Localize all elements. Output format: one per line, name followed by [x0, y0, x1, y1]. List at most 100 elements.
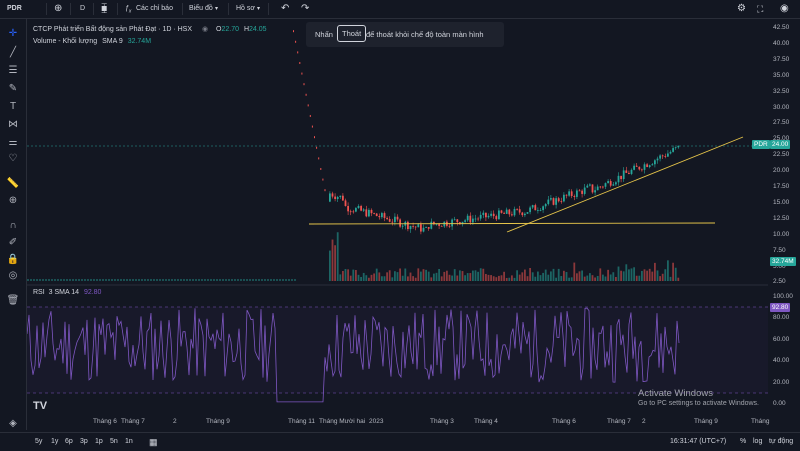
interval-button[interactable]: D — [80, 5, 86, 12]
volume-bar — [222, 279, 224, 281]
volume-bar — [126, 279, 128, 281]
range-1n[interactable]: 1n — [125, 438, 133, 445]
indicators-icon[interactable]: ƒx — [125, 5, 132, 15]
candles-icon[interactable]: ⧯ — [101, 3, 108, 14]
price-candle — [615, 182, 617, 185]
volume-bar — [75, 279, 77, 281]
time-tick-label: 2 — [642, 418, 646, 425]
volume-bar — [456, 275, 459, 281]
clock-time[interactable]: 16:31:47 (UTC+7) — [670, 438, 727, 445]
chart-menu-button[interactable]: Biểu đồ — [189, 5, 213, 12]
volume-bar — [36, 279, 38, 281]
eye-icon[interactable]: ◎ — [8, 270, 18, 281]
volume-bar — [555, 277, 557, 281]
volume-bar — [404, 268, 407, 281]
price-tick-label: 40.00 — [773, 39, 790, 47]
volume-bar — [409, 272, 412, 281]
volume-bar — [168, 279, 170, 281]
range-6p[interactable]: 6p — [65, 438, 73, 445]
chart-pane[interactable] — [26, 19, 768, 430]
chevron-down-icon[interactable]: ▾ — [257, 6, 261, 12]
camera-icon[interactable]: ◉ — [780, 3, 789, 14]
gear-icon[interactable]: ⚙ — [737, 3, 746, 14]
lock-icon[interactable]: 🔒 — [6, 254, 20, 265]
brush-icon[interactable]: ✎ — [8, 83, 18, 94]
undo-icon[interactable]: ↶ — [281, 3, 290, 14]
price-tick-label: 42.50 — [773, 24, 790, 31]
volume-bar — [99, 279, 101, 281]
ruler-icon[interactable]: 📏 — [6, 178, 20, 189]
zoom-in-icon[interactable]: ⊕ — [8, 195, 18, 206]
volume-bar — [207, 279, 209, 281]
chevron-down-icon[interactable]: ▾ — [215, 6, 219, 12]
volume-bar — [667, 260, 669, 281]
price-candle — [604, 183, 607, 187]
trend-line-icon[interactable]: ╱ — [9, 47, 17, 58]
price-candle — [568, 191, 570, 196]
layers-icon[interactable]: ◈ — [9, 418, 17, 429]
volume-bar — [255, 279, 257, 281]
volume-bar — [498, 275, 500, 281]
volume-bar — [500, 275, 503, 281]
volume-bar — [90, 279, 92, 281]
eye-icon[interactable]: ◉ — [201, 26, 209, 33]
price-axis[interactable]: 42.50 40.00 37.50 35.00 32.50 30.00 27.50 25.00… — [768, 19, 800, 430]
volume-bar — [664, 269, 667, 281]
volume-bar — [339, 274, 342, 281]
volume-bar — [490, 275, 492, 281]
lock-drawing-icon[interactable]: ✐ — [8, 237, 18, 248]
volume-bar — [511, 275, 513, 281]
toast-escape-key[interactable]: Thoát — [337, 25, 367, 42]
volume-bar — [48, 279, 50, 281]
price-candle — [560, 201, 563, 203]
magnet-icon[interactable]: ∩ — [9, 220, 17, 231]
volume-bar — [360, 276, 362, 281]
price-chart[interactable] — [26, 19, 768, 430]
price-candle — [669, 151, 672, 154]
range-3p[interactable]: 3p — [80, 438, 88, 445]
price-candle — [531, 205, 534, 208]
time-tick-label: Tháng 9 — [206, 418, 230, 425]
crosshair-icon[interactable]: ✛ — [8, 28, 18, 39]
indicators-button[interactable]: Các chỉ báo — [136, 5, 173, 12]
volume-bar — [135, 279, 137, 281]
compare-add-icon[interactable]: ⊕ — [54, 3, 63, 14]
pattern-icon[interactable]: ⋈ — [8, 119, 18, 130]
heart-icon[interactable]: ♡ — [8, 153, 18, 164]
volume-bar — [438, 268, 440, 281]
trash-icon[interactable]: 🗑 — [6, 295, 20, 306]
range-5y[interactable]: 5y — [35, 438, 43, 445]
price-candle — [620, 175, 622, 180]
volume-bar — [526, 276, 529, 281]
log-toggle[interactable]: log — [753, 438, 763, 445]
volume-bar — [156, 279, 158, 281]
volume-bar — [495, 277, 498, 281]
fib-lines-icon[interactable]: ☰ — [8, 65, 18, 76]
price-candle — [448, 225, 451, 227]
symbol-search-button[interactable]: PDR — [7, 5, 22, 12]
price-candle — [417, 224, 420, 228]
price-candle — [591, 184, 594, 193]
profile-button[interactable]: Hồ sơ — [236, 5, 255, 12]
price-tick-label: 17.50 — [773, 183, 790, 190]
percent-toggle[interactable]: % — [740, 438, 747, 445]
rsi-tick-label: 20.00 — [773, 378, 790, 386]
range-1p[interactable]: 1p — [95, 438, 103, 445]
price-candle — [360, 206, 362, 211]
price-candle — [628, 172, 630, 174]
tradingview-logo[interactable]: TV — [33, 400, 48, 412]
auto-toggle[interactable]: tự động — [769, 438, 794, 445]
fullscreen-icon[interactable]: ⛶ — [757, 4, 764, 14]
price-candle — [331, 193, 334, 197]
range-5n[interactable]: 5n — [110, 438, 118, 445]
volume-bar — [114, 279, 116, 281]
text-icon[interactable]: T — [9, 101, 17, 112]
volume-bar — [557, 268, 560, 281]
redo-icon[interactable]: ↷ — [301, 3, 310, 14]
forecast-icon[interactable]: ⚌ — [8, 137, 18, 148]
calendar-icon[interactable]: ▦ — [149, 437, 158, 447]
price-candle — [583, 187, 586, 194]
range-1y[interactable]: 1y — [51, 438, 59, 445]
price-candle — [594, 190, 596, 193]
price-candle — [451, 219, 453, 227]
